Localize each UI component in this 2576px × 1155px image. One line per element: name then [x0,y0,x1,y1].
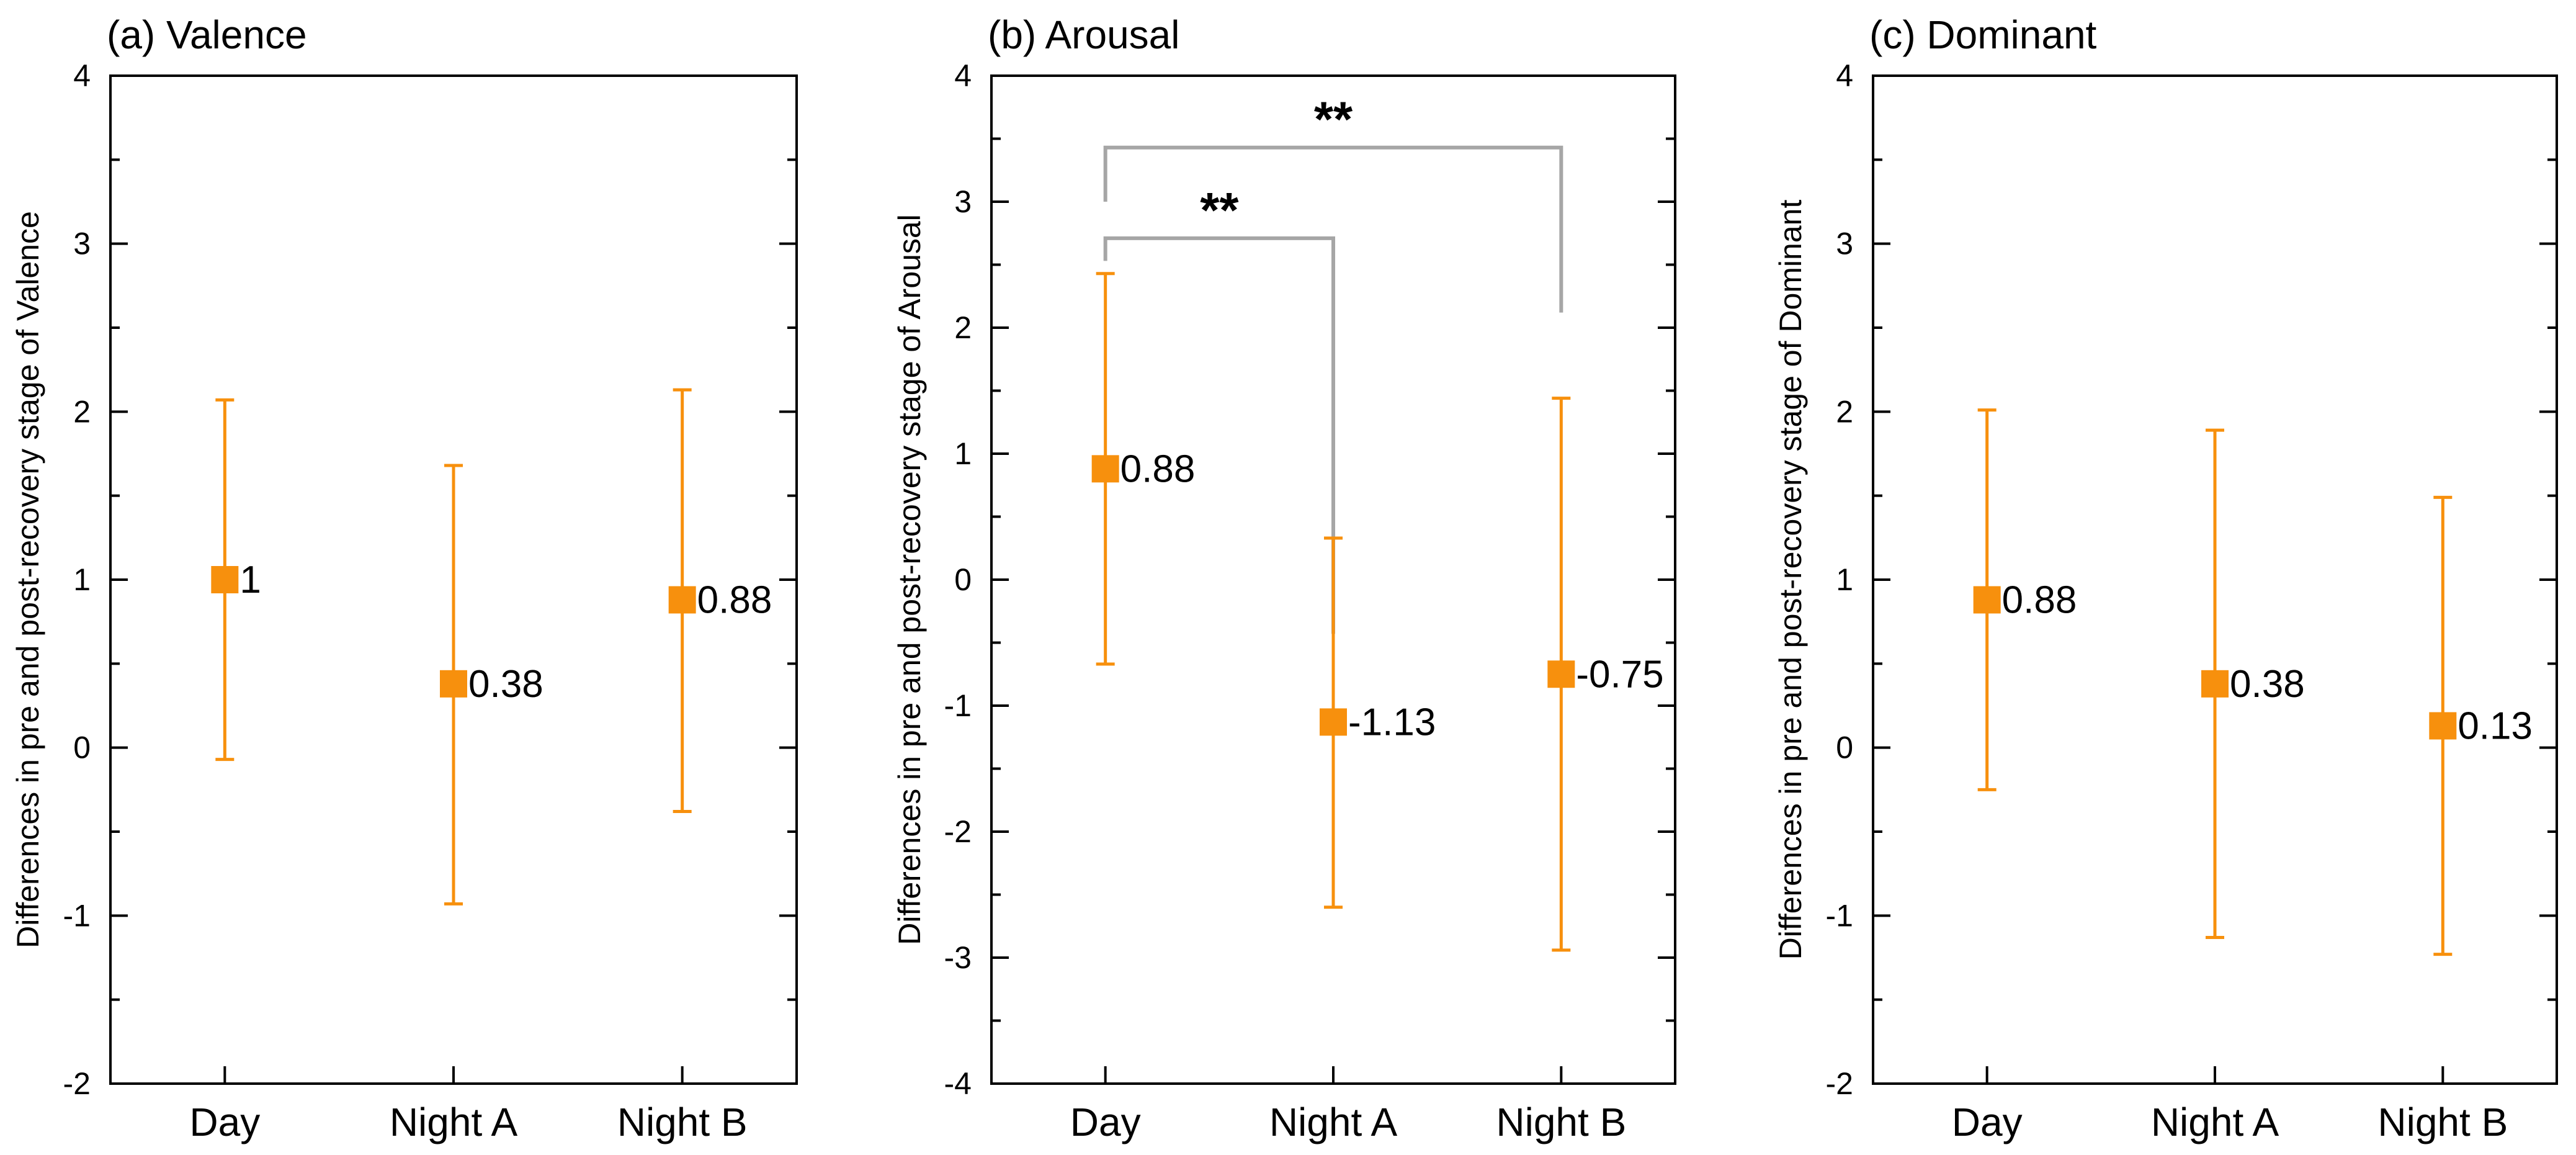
data-point [1320,708,1347,736]
data-point [440,670,467,698]
y-tick-label: 0 [73,730,91,765]
panel-2: (b) Arousal -4 -3 -2 -1 0 1 2 3 4 Differences in p… [892,12,1676,1144]
significance-label: ** [1314,92,1353,147]
y-tick-label: 4 [1836,58,1853,93]
data-label: -0.75 [1576,653,1663,696]
y-tick-label: 4 [73,58,91,93]
y-tick-label: 2 [954,310,972,345]
y-tick-label: -1 [944,688,972,723]
x-tick-label: Night A [390,1100,518,1144]
y-tick-label: 3 [73,227,91,261]
y-tick-label: 2 [1836,394,1853,429]
y-tick-label: 3 [954,184,972,219]
data-label: 0.38 [468,663,543,706]
panel-title: (c) Dominant [1869,12,2097,57]
y-tick-label: 1 [1836,562,1853,597]
data-point [2201,670,2229,698]
x-tick-label: Night A [1269,1100,1398,1144]
data-label: 0.38 [2230,663,2305,706]
significance-label: ** [1200,182,1239,238]
y-axis-label: Differences in pre and post-recovery sta… [892,214,927,945]
y-tick-label: -1 [1826,898,1853,933]
data-label: -1.13 [1348,701,1436,744]
x-tick-label: Night B [1496,1100,1626,1144]
y-tick-label: -4 [944,1066,972,1101]
data-point [1547,660,1575,688]
y-tick-label: 0 [954,562,972,597]
y-tick-label: 4 [954,58,972,93]
y-tick-label: -2 [63,1066,91,1101]
significance-bracket [1103,145,1563,313]
data-label: 0.88 [697,578,772,621]
panel-3: (c) Dominant -2 -1 0 1 2 3 4 Differences in pre … [1773,12,2558,1144]
y-tick-label: -2 [944,814,972,849]
x-tick-label: Day [1070,1100,1141,1144]
data-label: 0.88 [2002,578,2077,621]
x-tick-label: Night B [617,1100,748,1144]
panel-title: (a) Valence [107,12,307,57]
data-label: 1 [239,559,261,601]
panel-1: (a) Valence -2 -1 0 1 2 3 4 Differences in pre a… [11,12,798,1144]
y-axis: -2 -1 0 1 2 3 4 [1826,58,2557,1101]
panel-title: (b) Arousal [988,12,1179,57]
y-tick-label: 3 [1836,227,1853,261]
data-point [1091,455,1119,483]
x-tick-label: Day [1952,1100,2023,1144]
data-point [668,586,696,614]
data-point [211,566,239,593]
data-label: 0.88 [1120,447,1196,490]
data-point [2429,712,2457,740]
y-tick-label: -2 [1826,1066,1853,1101]
y-tick-label: 0 [1836,730,1853,765]
x-tick-label: Night B [2377,1100,2508,1144]
y-tick-label: -3 [944,940,972,975]
y-axis-label: Differences in pre and post-recovery sta… [11,211,45,948]
y-axis-label: Differences in pre and post-recovery sta… [1773,200,1808,960]
data-label: 0.13 [2457,704,2533,747]
x-tick-label: Day [189,1100,260,1144]
y-tick-label: -1 [63,898,91,933]
y-axis: -2 -1 0 1 2 3 4 [63,58,797,1101]
y-tick-label: 2 [73,394,91,429]
data-point [1973,586,2001,614]
y-tick-label: 1 [73,562,91,597]
y-tick-label: 1 [954,436,972,471]
y-axis: -4 -3 -2 -1 0 1 2 3 4 [944,58,1675,1101]
significance-bracket [1103,236,1335,634]
x-tick-label: Night A [2151,1100,2279,1144]
